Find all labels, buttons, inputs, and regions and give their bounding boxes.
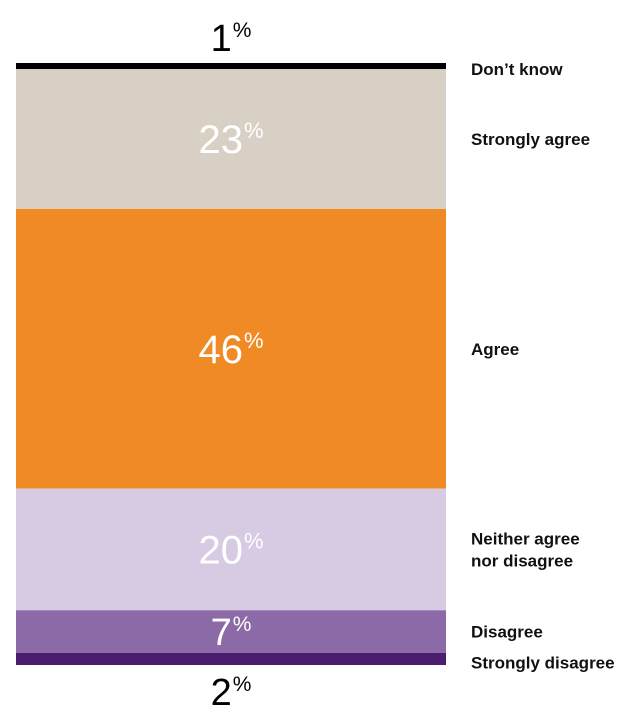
value-label-strongly-agree-number: 23 xyxy=(198,118,243,162)
bar-segment-disagree xyxy=(16,610,446,653)
category-label-agree-line-1: Agree xyxy=(471,340,519,359)
value-label-neither-agree-nor-disagree-unit: % xyxy=(244,528,264,553)
value-label-agree-number: 46 xyxy=(198,328,243,372)
bar-segment-agree xyxy=(16,208,446,489)
bar-segment-strongly-disagree xyxy=(16,652,446,665)
value-label-disagree-number: 7 xyxy=(211,612,232,654)
category-label-strongly-agree-line-1: Strongly agree xyxy=(471,130,590,149)
value-label-strongly-agree: 23% xyxy=(198,118,263,162)
value-label-neither-agree-nor-disagree: 20% xyxy=(198,528,263,572)
bar-segment-don-t-know xyxy=(16,63,446,70)
category-label-don-t-know: Don’t know xyxy=(471,60,563,79)
category-label-don-t-know-line-1: Don’t know xyxy=(471,60,563,79)
value-label-strongly-disagree-unit: % xyxy=(233,673,252,696)
category-label-disagree-line-1: Disagree xyxy=(471,623,543,642)
category-label-disagree: Disagree xyxy=(471,623,543,642)
value-label-strongly-disagree-number: 2 xyxy=(211,672,232,708)
value-label-neither-agree-nor-disagree-number: 20 xyxy=(198,528,243,572)
category-label-strongly-disagree: Strongly disagree xyxy=(471,654,615,673)
category-label-neither-agree-nor-disagree-line-1: Neither agree xyxy=(471,529,580,548)
category-label-neither-agree-nor-disagree: Neither agree nor disagree xyxy=(471,529,580,570)
bar-segment-neither-agree-nor-disagree xyxy=(16,488,446,611)
value-label-agree: 46% xyxy=(198,328,263,372)
category-label-strongly-agree: Strongly agree xyxy=(471,130,590,149)
value-label-disagree: 7% xyxy=(211,612,252,654)
bar-segment-strongly-agree xyxy=(16,69,446,209)
value-label-don-t-know: 1% xyxy=(211,18,252,60)
value-label-disagree-unit: % xyxy=(233,613,252,636)
value-label-strongly-disagree: 2% xyxy=(211,672,252,708)
value-label-agree-unit: % xyxy=(244,328,264,353)
value-label-don-t-know-number: 1 xyxy=(211,18,232,60)
category-label-neither-agree-nor-disagree-line-2: nor disagree xyxy=(471,551,573,570)
category-label-strongly-disagree-line-1: Strongly disagree xyxy=(471,654,615,673)
category-label-agree: Agree xyxy=(471,340,519,359)
value-label-don-t-know-unit: % xyxy=(233,19,252,42)
value-label-strongly-agree-unit: % xyxy=(244,118,264,143)
